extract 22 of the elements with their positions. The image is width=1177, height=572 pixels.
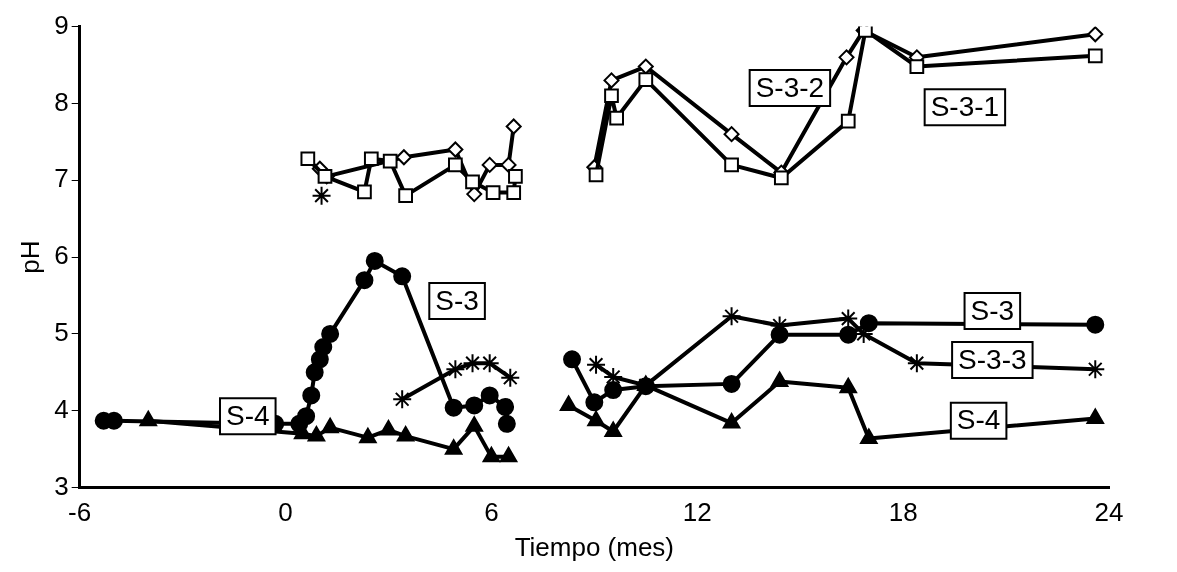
y-tick-label: 3 — [54, 470, 69, 501]
x-tick-label: 18 — [888, 497, 918, 528]
annotation: S-4 — [956, 404, 1001, 436]
y-tick-label: 6 — [54, 240, 69, 271]
x-tick-label: 24 — [1094, 497, 1124, 528]
x-tick-label: 12 — [682, 497, 712, 528]
annotation: S-3-1 — [930, 90, 1000, 122]
annotation: S-4 — [226, 399, 270, 431]
x-tick-label: 6 — [484, 497, 499, 528]
y-axis-title: pH — [14, 240, 45, 274]
x-axis-title: Tiempo (mes) — [514, 531, 675, 562]
y-tick-label: 5 — [54, 317, 69, 348]
annotation: S-3-2 — [755, 71, 825, 103]
y-tick-label: 7 — [54, 163, 69, 194]
y-tick-label: 8 — [54, 86, 69, 117]
y-tick-label: 9 — [54, 9, 69, 40]
x-tick-label: 0 — [278, 497, 293, 528]
annotation: S-3 — [435, 284, 479, 316]
y-tick-label: 4 — [54, 393, 69, 424]
annotation: S-3-3 — [958, 343, 1027, 375]
annotation: S-3 — [970, 294, 1015, 326]
x-tick-label: -6 — [68, 497, 92, 528]
